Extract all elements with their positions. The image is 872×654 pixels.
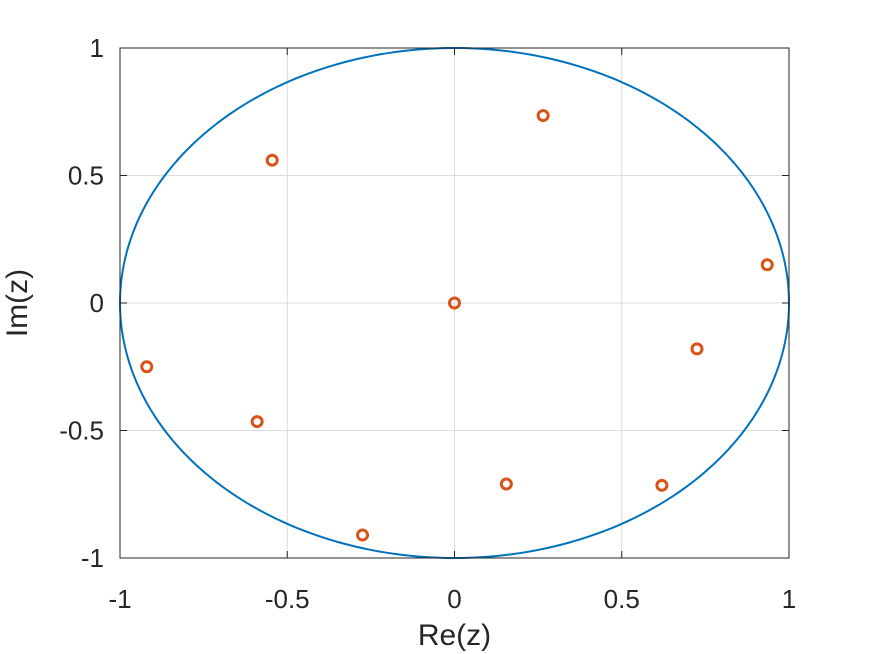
data-point <box>250 415 264 429</box>
data-point <box>356 528 370 542</box>
data-point <box>536 109 550 123</box>
x-axis-label: Re(z) <box>418 619 491 652</box>
data-point <box>265 153 279 167</box>
data-point <box>690 342 704 356</box>
y-axis-label: Im(z) <box>1 269 34 337</box>
y-tick-label: 1 <box>90 33 104 63</box>
x-tick-label: 1 <box>782 584 796 614</box>
data-point <box>655 478 669 492</box>
x-tick-label: 0 <box>447 584 461 614</box>
y-tick-label: -1 <box>81 543 104 573</box>
data-point <box>760 258 774 272</box>
grid <box>120 48 789 558</box>
data-point <box>448 296 461 310</box>
x-tick-label: 0.5 <box>604 584 640 614</box>
y-tick-label: 0.5 <box>68 161 104 191</box>
y-tick-label: -0.5 <box>59 416 104 446</box>
ticks: -1 -0.5 0 0.5 1 -1 -0.5 0 0.5 1 <box>59 33 796 614</box>
data-point <box>140 360 154 374</box>
x-tick-label: -0.5 <box>265 584 310 614</box>
data-point <box>499 477 513 491</box>
y-tick-label: 0 <box>90 288 104 318</box>
x-tick-label: -1 <box>108 584 131 614</box>
